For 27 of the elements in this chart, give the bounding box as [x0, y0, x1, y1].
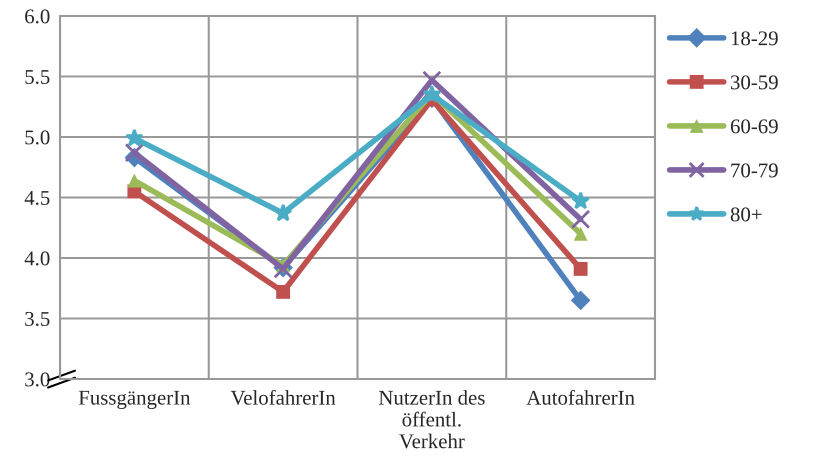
point — [124, 143, 144, 162]
point — [574, 226, 588, 241]
point — [570, 210, 590, 230]
legend-label: 70-79 — [731, 163, 778, 178]
y-tick-label: 5.0 — [25, 130, 50, 145]
y-tick-label: 5.5 — [25, 70, 50, 84]
x-tick-label: AutofahrerIn — [526, 390, 635, 405]
y-tick-label: 4.5 — [24, 191, 50, 206]
y-tick-label: 6.0 — [25, 9, 50, 24]
legend-label: 60-69 — [730, 119, 778, 134]
point — [125, 128, 144, 146]
point — [127, 174, 142, 188]
legend-label: 80+ — [730, 207, 762, 222]
y-tick-label: 3.0 — [25, 372, 50, 387]
point — [422, 84, 442, 103]
y-tick-label: 3.5 — [25, 312, 50, 326]
x-tick-label: NutzerIn des öffentl. Verkehr — [378, 390, 485, 448]
legend-label: 30-59 — [730, 75, 778, 90]
legend-label: 18-29 — [732, 31, 778, 46]
point — [574, 262, 588, 276]
y-tick-label: 4.0 — [24, 251, 50, 266]
point — [276, 284, 290, 299]
point — [570, 290, 590, 310]
x-tick-label: VelofahrerIn — [230, 390, 336, 405]
x-tick-label: FussgängerIn — [78, 390, 190, 410]
point — [274, 204, 292, 222]
point — [571, 191, 590, 210]
